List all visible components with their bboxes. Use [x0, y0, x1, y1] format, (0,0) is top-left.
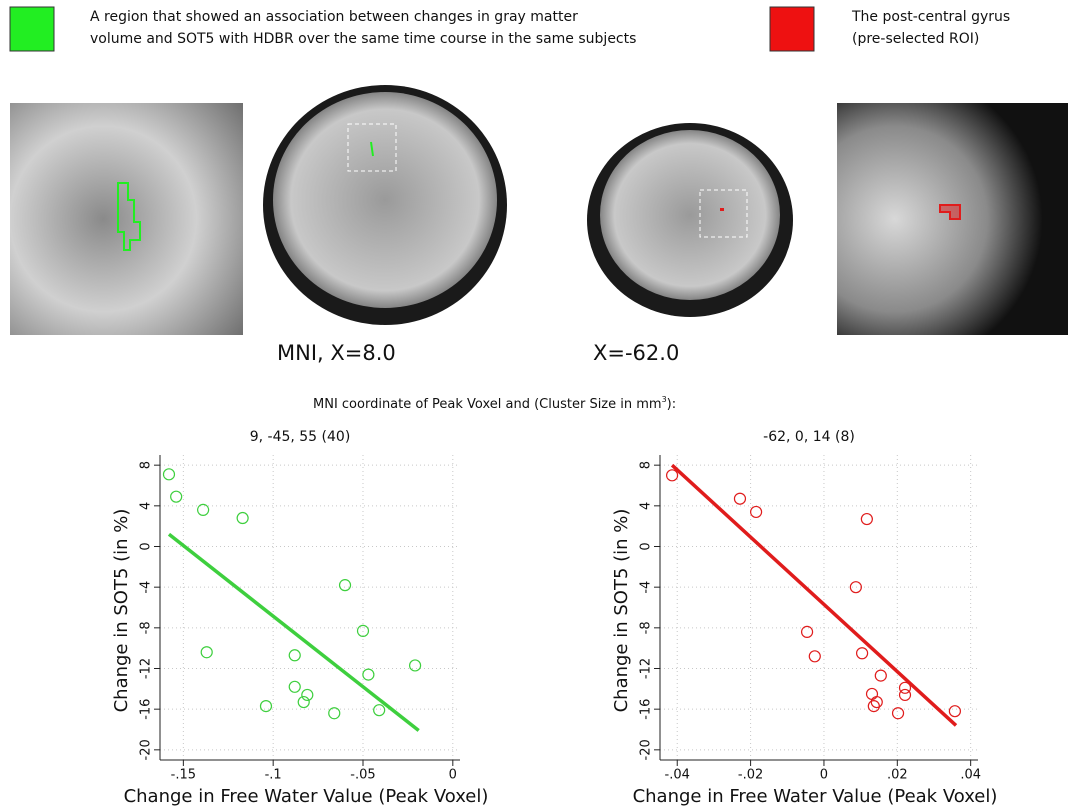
scatter-point	[809, 651, 820, 662]
y-tick-label: -4	[639, 581, 654, 594]
scatter-point	[340, 580, 351, 591]
fit-line	[672, 465, 956, 725]
scatter-point	[171, 491, 182, 502]
legend-text: The post-central gyrus	[851, 9, 1010, 25]
coordinate-note: MNI coordinate of Peak Voxel and (Cluste…	[313, 395, 676, 412]
chart-title: -62, 0, 14 (8)	[763, 429, 855, 445]
x-tick-label: -.15	[171, 768, 196, 783]
scatter-point	[298, 697, 309, 708]
scatter-point	[410, 660, 421, 671]
scatter-point	[201, 647, 212, 658]
y-tick-label: -8	[139, 621, 154, 634]
y-tick-label: -16	[639, 699, 654, 720]
fit-line	[169, 534, 419, 730]
scatter-point	[302, 689, 313, 700]
zoom-left	[10, 103, 243, 335]
y-tick-label: -8	[639, 621, 654, 634]
scatter-point	[751, 506, 762, 517]
y-tick-label: -12	[139, 658, 154, 679]
scatter-point	[867, 688, 878, 699]
brain-lateral-inner	[600, 130, 780, 300]
image-caption: MNI, X=8.0	[277, 341, 396, 365]
x-tick-label: 0	[820, 768, 828, 783]
charts: -.15 -.1 -.05 0 8 4 0 -4 -8 -12 -16 -20 9, -45, 55 (…	[111, 429, 997, 807]
y-tick-label: -12	[639, 658, 654, 679]
scatter-point	[363, 669, 374, 680]
y-tick-label: 0	[639, 542, 654, 550]
note-text: ):	[667, 397, 676, 412]
scatter-point	[329, 708, 340, 719]
scatter-point	[949, 706, 960, 717]
image-caption: X=-62.0	[593, 341, 679, 365]
y-axis-label: Change in SOT5 (in %)	[611, 509, 632, 713]
legend-swatch	[770, 7, 814, 51]
x-tick-label: .02	[887, 768, 908, 783]
scatter-point	[374, 705, 385, 716]
scatter-point	[289, 681, 300, 692]
scatter-point	[802, 626, 813, 637]
scatter-point	[857, 648, 868, 659]
note-text: MNI coordinate of Peak Voxel and (Cluste…	[313, 397, 662, 412]
roi-red-small	[720, 208, 724, 211]
legend-text: (pre-selected ROI)	[852, 31, 979, 47]
y-tick-label: -16	[139, 699, 154, 720]
y-tick-label: 8	[139, 461, 154, 469]
y-tick-label: 0	[139, 542, 154, 550]
y-tick-label: 4	[639, 502, 654, 510]
y-tick-label: 8	[639, 461, 654, 469]
y-tick-label: -20	[139, 739, 154, 760]
scatter-point	[237, 513, 248, 524]
figure: A region that showed an association betw…	[0, 0, 1075, 809]
y-tick-label: 4	[139, 502, 154, 510]
legend-swatch	[10, 7, 54, 51]
y-tick-label: -20	[639, 739, 654, 760]
scatter-point	[260, 701, 271, 712]
scatter-point	[163, 469, 174, 480]
x-tick-label: -.1	[265, 768, 282, 783]
x-axis-label: Change in Free Water Value (Peak Voxel)	[633, 786, 998, 807]
scatter-point	[289, 650, 300, 661]
x-tick-label: -.05	[350, 768, 375, 783]
scatter-point	[198, 504, 209, 515]
scatter-point	[667, 470, 678, 481]
legend-text: volume and SOT5 with HDBR over the same …	[90, 31, 636, 47]
scatter-point	[861, 514, 872, 525]
scatter-point	[900, 689, 911, 700]
x-axis-label: Change in Free Water Value (Peak Voxel)	[124, 786, 489, 807]
legend-text: A region that showed an association betw…	[90, 9, 578, 25]
x-tick-label: .04	[960, 768, 981, 783]
x-tick-label: -.04	[665, 768, 690, 783]
x-tick-label: 0	[449, 768, 457, 783]
y-axis-label: Change in SOT5 (in %)	[111, 509, 132, 713]
x-tick-label: -.02	[738, 768, 763, 783]
scatter-point	[893, 708, 904, 719]
brain-images	[10, 85, 1068, 335]
chart-title: 9, -45, 55 (40)	[250, 429, 351, 445]
scatter-point	[875, 670, 886, 681]
scatter-point	[734, 493, 745, 504]
y-tick-label: -4	[139, 581, 154, 594]
